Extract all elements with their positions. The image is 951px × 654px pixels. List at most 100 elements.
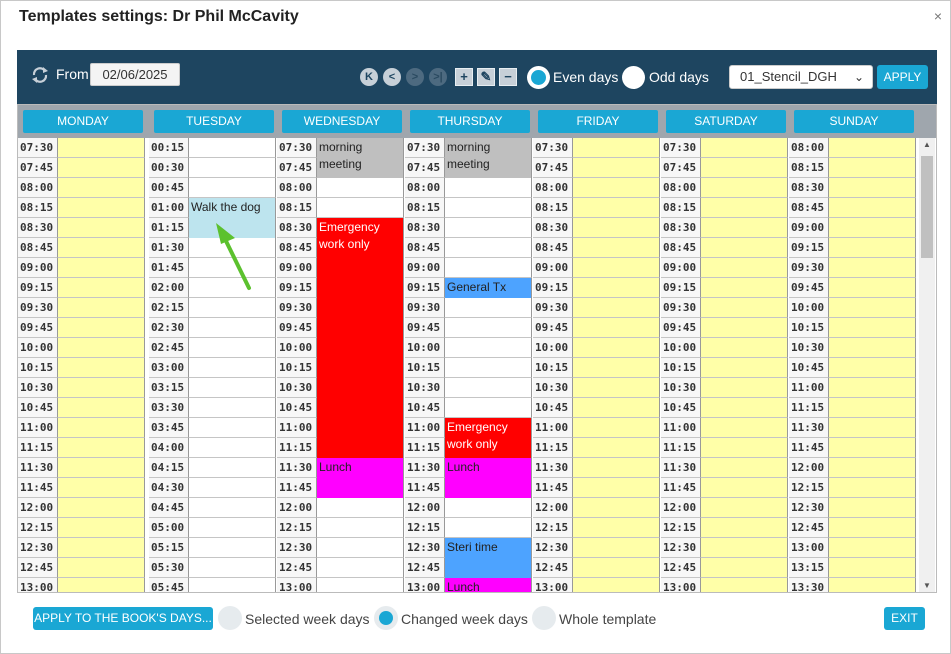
time-slot[interactable]: [58, 418, 145, 438]
time-slot[interactable]: [58, 238, 145, 258]
time-slot[interactable]: [445, 338, 532, 358]
time-slot[interactable]: [829, 218, 916, 238]
time-slot[interactable]: [445, 258, 532, 278]
appointment-block[interactable]: Lunch: [445, 578, 532, 592]
time-slot[interactable]: [701, 158, 788, 178]
scroll-down-icon[interactable]: ▼: [923, 581, 931, 590]
time-slot[interactable]: [829, 178, 916, 198]
appointment-block[interactable]: Emergency work only: [445, 418, 532, 458]
time-slot[interactable]: [58, 338, 145, 358]
time-slot[interactable]: [573, 358, 660, 378]
time-slot[interactable]: [701, 278, 788, 298]
time-slot[interactable]: [317, 178, 404, 198]
time-slot[interactable]: [701, 578, 788, 592]
time-slot[interactable]: [189, 398, 276, 418]
scroll-up-icon[interactable]: ▲: [923, 140, 931, 149]
time-slot[interactable]: [573, 538, 660, 558]
time-slot[interactable]: [445, 218, 532, 238]
time-slot[interactable]: [829, 278, 916, 298]
time-slot[interactable]: [829, 358, 916, 378]
time-slot[interactable]: [189, 158, 276, 178]
time-slot[interactable]: [573, 138, 660, 158]
time-slot[interactable]: [58, 478, 145, 498]
time-slot[interactable]: [701, 458, 788, 478]
time-slot[interactable]: [829, 418, 916, 438]
time-slot[interactable]: [829, 158, 916, 178]
time-slot[interactable]: [58, 318, 145, 338]
selected-week-days-radio[interactable]: [218, 606, 242, 630]
apply-button[interactable]: APPLY: [877, 65, 928, 89]
appointment-block[interactable]: morning meeting: [445, 138, 532, 178]
time-slot[interactable]: [829, 438, 916, 458]
time-slot[interactable]: [701, 218, 788, 238]
appointment-block[interactable]: Emergency work only: [317, 218, 404, 458]
time-slot[interactable]: [445, 518, 532, 538]
time-slot[interactable]: [701, 298, 788, 318]
time-slot[interactable]: [445, 298, 532, 318]
time-slot[interactable]: [445, 238, 532, 258]
time-slot[interactable]: [829, 138, 916, 158]
time-slot[interactable]: [317, 198, 404, 218]
time-slot[interactable]: [829, 338, 916, 358]
time-slot[interactable]: [445, 498, 532, 518]
time-slot[interactable]: [58, 438, 145, 458]
day-header-monday[interactable]: MONDAY: [23, 110, 143, 133]
last-icon[interactable]: >|: [429, 68, 447, 86]
time-slot[interactable]: [701, 138, 788, 158]
time-slot[interactable]: [701, 418, 788, 438]
time-slot[interactable]: [573, 178, 660, 198]
time-slot[interactable]: [701, 538, 788, 558]
time-slot[interactable]: [701, 178, 788, 198]
time-slot[interactable]: [701, 398, 788, 418]
time-slot[interactable]: [573, 558, 660, 578]
time-slot[interactable]: [189, 138, 276, 158]
time-slot[interactable]: [829, 378, 916, 398]
edit-icon[interactable]: ✎: [477, 68, 495, 86]
time-slot[interactable]: [573, 438, 660, 458]
time-slot[interactable]: [701, 378, 788, 398]
time-slot[interactable]: [573, 338, 660, 358]
appointment-block[interactable]: Walk the dog: [189, 198, 276, 238]
time-slot[interactable]: [829, 238, 916, 258]
time-slot[interactable]: [58, 558, 145, 578]
time-slot[interactable]: [829, 458, 916, 478]
time-slot[interactable]: [317, 518, 404, 538]
time-slot[interactable]: [189, 278, 276, 298]
time-slot[interactable]: [317, 578, 404, 592]
time-slot[interactable]: [189, 298, 276, 318]
time-slot[interactable]: [445, 378, 532, 398]
time-slot[interactable]: [445, 178, 532, 198]
time-slot[interactable]: [58, 358, 145, 378]
time-slot[interactable]: [829, 498, 916, 518]
time-slot[interactable]: [701, 318, 788, 338]
time-slot[interactable]: [829, 578, 916, 592]
from-date-input[interactable]: 02/06/2025: [90, 63, 180, 86]
day-header-friday[interactable]: FRIDAY: [538, 110, 658, 133]
time-slot[interactable]: [189, 358, 276, 378]
remove-icon[interactable]: −: [499, 68, 517, 86]
time-slot[interactable]: [573, 198, 660, 218]
time-slot[interactable]: [573, 218, 660, 238]
time-slot[interactable]: [573, 158, 660, 178]
time-slot[interactable]: [573, 278, 660, 298]
appointment-block[interactable]: Lunch: [445, 458, 532, 498]
time-slot[interactable]: [58, 198, 145, 218]
time-slot[interactable]: [701, 238, 788, 258]
time-slot[interactable]: [58, 578, 145, 592]
day-header-sunday[interactable]: SUNDAY: [794, 110, 914, 133]
time-slot[interactable]: [829, 318, 916, 338]
time-slot[interactable]: [829, 198, 916, 218]
time-slot[interactable]: [189, 318, 276, 338]
close-icon[interactable]: ×: [933, 8, 942, 24]
time-slot[interactable]: [58, 178, 145, 198]
vertical-scrollbar[interactable]: ▲ ▼: [919, 138, 935, 592]
appointment-block[interactable]: morning meeting: [317, 138, 404, 178]
time-slot[interactable]: [701, 518, 788, 538]
apply-to-books-days-button[interactable]: APPLY TO THE BOOK'S DAYS...: [33, 607, 213, 630]
time-slot[interactable]: [317, 498, 404, 518]
time-slot[interactable]: [829, 558, 916, 578]
appointment-block[interactable]: General Tx: [445, 278, 532, 298]
time-slot[interactable]: [829, 538, 916, 558]
time-slot[interactable]: [58, 278, 145, 298]
time-slot[interactable]: [189, 518, 276, 538]
